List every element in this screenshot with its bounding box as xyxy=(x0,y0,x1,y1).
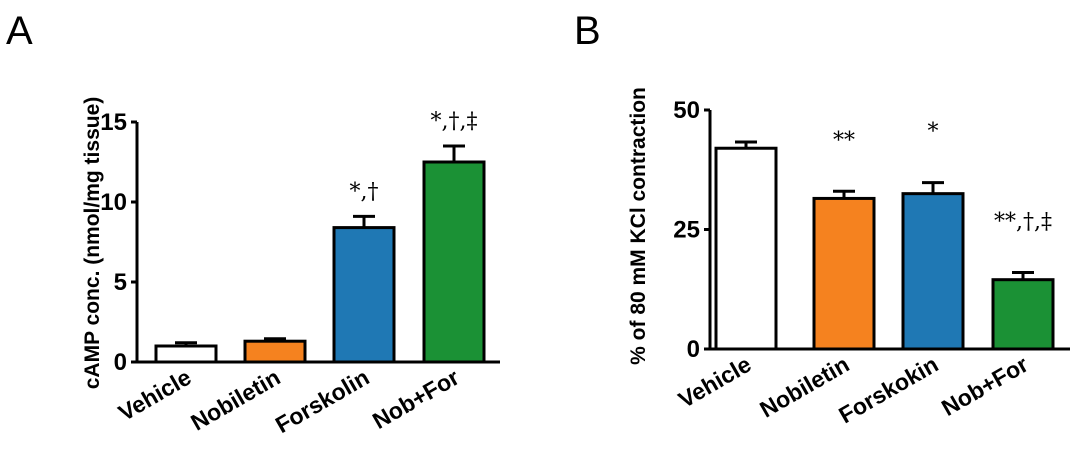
panel-a: A cAMP conc. (nmol/mg tissue) VehicleNob… xyxy=(6,9,500,438)
panel-a-x-tick-label: Forskolin xyxy=(271,364,374,438)
panel-a-significance-label: *,† xyxy=(350,179,379,204)
panel-b-y-tick-label: 0 xyxy=(687,336,700,363)
panel-b-bar-forskokin xyxy=(901,192,965,351)
panel-a-bar-forskolin xyxy=(332,226,396,364)
panel-a-y-tick-label: 5 xyxy=(114,269,127,296)
panel-a-error-bar xyxy=(264,337,286,342)
panel-a-y-axis-label: cAMP conc. (nmol/mg tissue) xyxy=(81,97,104,390)
panel-b-plot: Vehicle**Nobiletin*Forskokin**,†,‡Nob+Fo… xyxy=(673,97,1070,428)
panel-b-error-bar xyxy=(1012,271,1034,280)
panel-a-error-bar xyxy=(175,341,197,346)
panel-b-significance-label: ** xyxy=(833,128,855,153)
panel-b-y-tick-label: 25 xyxy=(673,217,700,244)
panel-a-bar-vehicle xyxy=(154,344,218,364)
panel-b-y-axis-label: % of 80 mM KCl contraction xyxy=(627,87,650,365)
panel-b: B % of 80 mM KCl contraction Vehicle**No… xyxy=(574,9,1070,428)
panel-a-bar-nobiletin xyxy=(243,339,307,364)
panel-a-significance-label: *,†,‡ xyxy=(431,109,478,134)
panel-b-label: B xyxy=(574,9,601,53)
panel-b-error-bar xyxy=(833,189,855,199)
panel-b-error-bar xyxy=(922,181,944,194)
panel-a-y-tick-label: 0 xyxy=(114,349,127,376)
panel-a-error-bar xyxy=(443,144,465,162)
panel-a-error-bar xyxy=(353,214,375,228)
panel-b-bar-nobiletin xyxy=(812,196,876,351)
panel-b-x-tick-label: Nob+For xyxy=(937,351,1032,421)
panel-b-y-tick-label: 50 xyxy=(673,97,700,124)
panel-b-error-bar xyxy=(735,140,757,149)
panel-a-y-tick-label: 15 xyxy=(100,109,127,136)
panel-a-x-tick-label: Nobiletin xyxy=(186,364,284,436)
panel-b-x-tick-label: Forskokin xyxy=(834,351,942,428)
panel-b-bar-vehicle xyxy=(714,146,778,351)
panel-b-significance-label: * xyxy=(928,120,939,145)
panel-a-label: A xyxy=(6,9,33,53)
panel-b-significance-label: **,†,‡ xyxy=(994,210,1052,235)
panel-a-bar-nob-for xyxy=(422,160,486,364)
panel-a-x-tick-label: Nob+For xyxy=(368,364,463,434)
panel-a-y-tick-label: 10 xyxy=(100,189,127,216)
panel-b-bar-nob-for xyxy=(991,278,1055,351)
panel-a-plot: VehicleNobiletin*,†Forskolin*,†,‡Nob+For… xyxy=(100,109,500,438)
